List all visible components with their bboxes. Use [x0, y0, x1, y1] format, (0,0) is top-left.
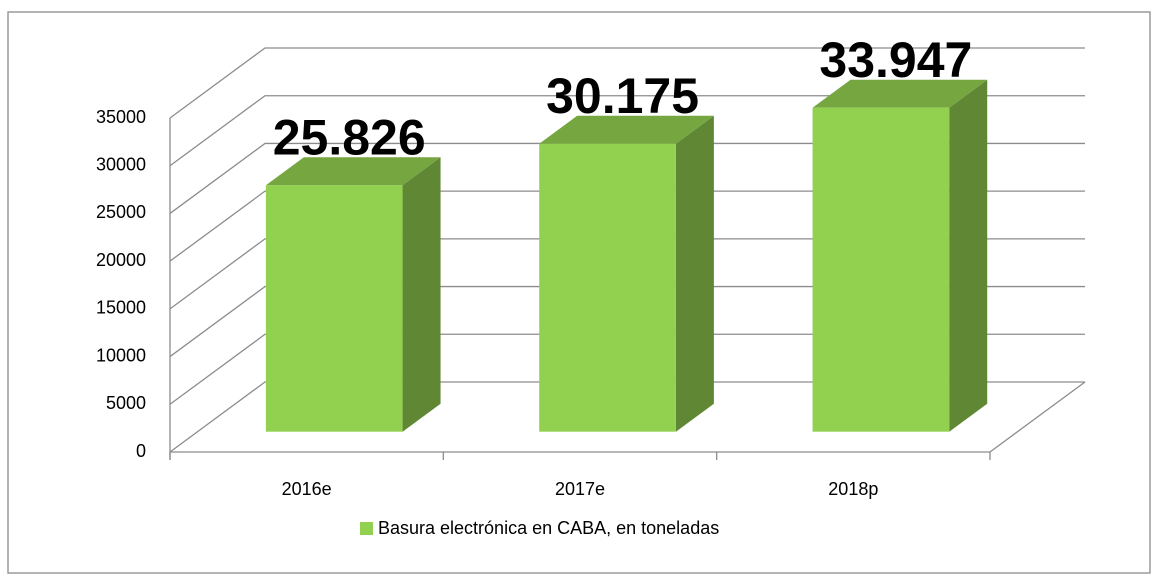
y-tick-label: 5000	[106, 393, 146, 413]
bar	[812, 107, 950, 432]
bar	[539, 143, 676, 432]
data-label: 25.826	[273, 109, 426, 165]
bar-top	[265, 157, 441, 186]
grid-line	[169, 238, 1085, 310]
x-tick-label: 2017e	[555, 479, 605, 499]
grid-line	[169, 381, 1085, 453]
y-tick-label: 30000	[96, 154, 146, 174]
grid-line	[169, 142, 1085, 214]
grid-line	[169, 95, 1085, 167]
bar-side	[402, 157, 441, 432]
data-label: 30.175	[546, 68, 699, 124]
bar-side	[675, 115, 714, 432]
grid-line	[169, 285, 1085, 358]
grid-line	[169, 47, 1085, 119]
grid-line	[169, 190, 1085, 262]
y-tick-label: 35000	[96, 107, 146, 127]
x-tick-label: 2016e	[282, 479, 332, 499]
data-label: 33.947	[819, 32, 972, 88]
legend-label: Basura electrónica en CABA, en toneladas	[378, 518, 719, 538]
bar-top	[812, 79, 988, 108]
grid-line	[169, 333, 1085, 405]
x-tick-label: 2018p	[828, 479, 878, 499]
y-tick-label: 20000	[96, 250, 146, 270]
bar	[265, 185, 403, 432]
y-tick-label: 25000	[96, 202, 146, 222]
y-tick-label: 0	[136, 441, 146, 461]
floor-edge	[989, 381, 1086, 453]
y-tick-label: 10000	[96, 345, 146, 365]
legend-swatch	[360, 522, 373, 535]
bar-side	[949, 79, 988, 432]
y-tick-label: 15000	[96, 298, 146, 318]
bar-top	[539, 115, 714, 144]
